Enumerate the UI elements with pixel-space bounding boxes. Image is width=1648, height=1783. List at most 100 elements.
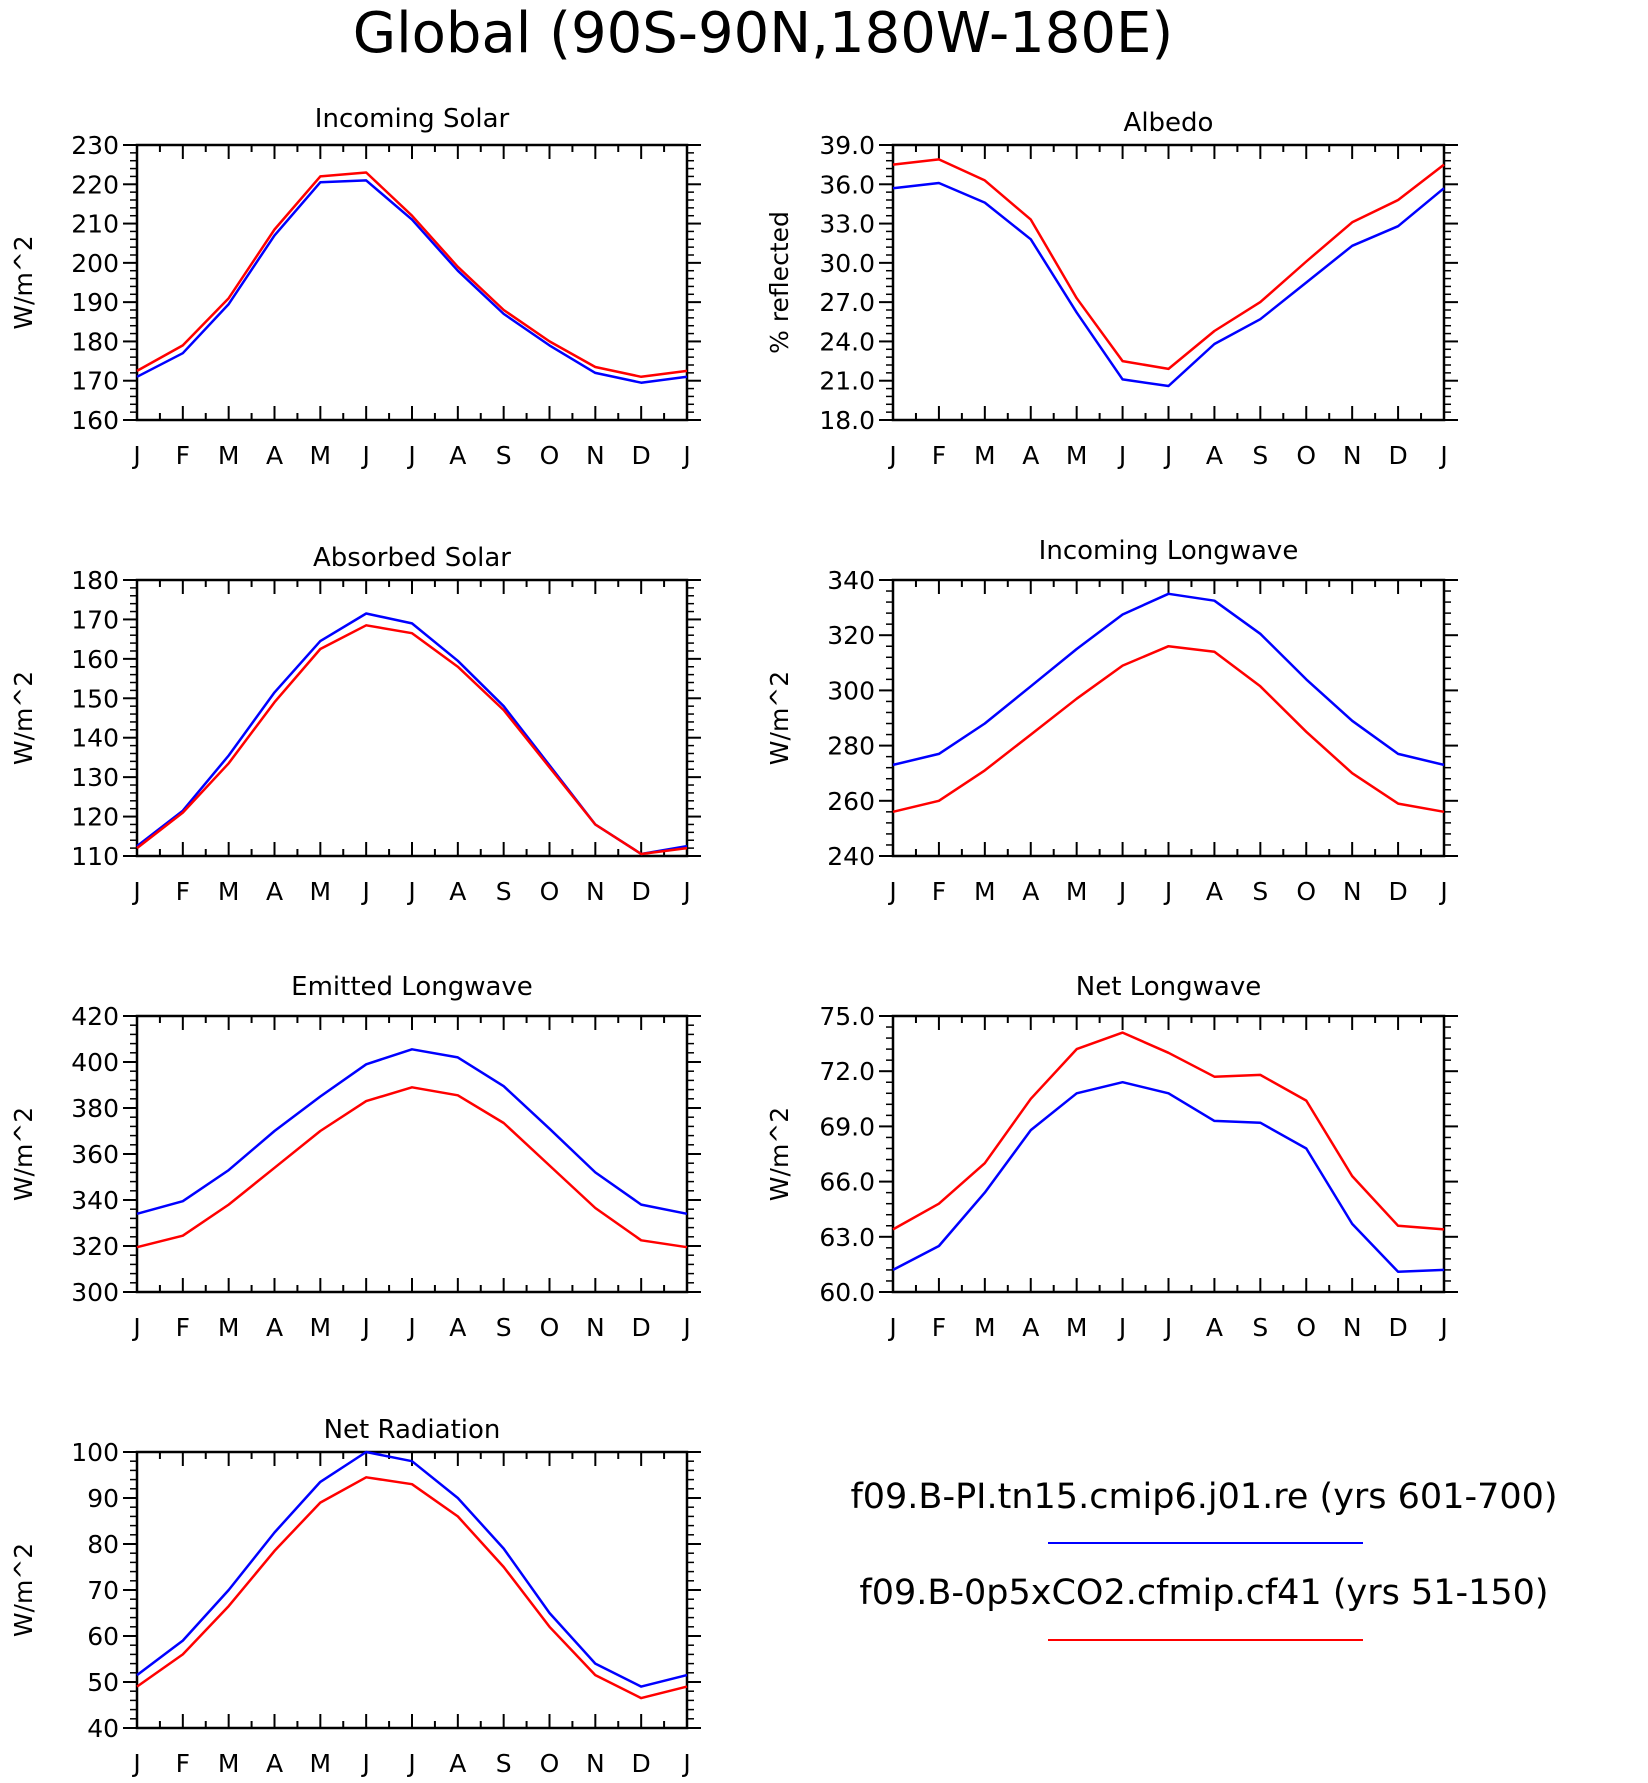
x-tick-label: N [586, 441, 605, 470]
y-tick-label: 260 [827, 787, 875, 816]
panel-title: Incoming Solar [315, 104, 510, 134]
x-tick-label: J [406, 1313, 415, 1342]
y-tick-label: 240 [827, 842, 875, 871]
x-tick-label: M [310, 441, 332, 470]
series-line-experiment [892, 1031, 1445, 1231]
x-tick-label: O [1296, 877, 1316, 906]
x-tick-label: N [1343, 877, 1362, 906]
y-tick-label: 280 [827, 732, 875, 761]
x-tick-label: M [218, 877, 240, 906]
x-tick-label: D [632, 1313, 651, 1342]
x-tick-label: M [218, 1749, 240, 1778]
y-tick-label: 380 [71, 1094, 119, 1123]
y-tick-label: 150 [71, 684, 119, 713]
x-tick-label: M [218, 1313, 240, 1342]
x-tick-label: J [681, 441, 690, 470]
x-tick-label: J [1117, 877, 1126, 906]
x-tick-label: O [1296, 1313, 1316, 1342]
y-tick-label: 24.0 [819, 327, 875, 356]
x-tick-label: F [932, 1313, 946, 1342]
y-tick-label: 30.0 [819, 249, 875, 278]
x-tick-label: A [266, 877, 283, 906]
x-tick-label: J [360, 877, 369, 906]
x-tick-label: J [887, 877, 896, 906]
y-tick-label: 170 [71, 367, 119, 396]
x-tick-label: A [449, 877, 466, 906]
x-tick-label: J [681, 877, 690, 906]
y-tick-label: 70 [87, 1576, 119, 1605]
x-tick-label: J [887, 1313, 896, 1342]
y-tick-label: 33.0 [819, 210, 875, 239]
x-tick-label: J [1438, 1313, 1447, 1342]
x-tick-label: J [406, 441, 415, 470]
y-tick-label: 220 [71, 170, 119, 199]
y-tick-label: 160 [71, 406, 119, 435]
x-tick-label: J [681, 1313, 690, 1342]
y-axis-label: % reflected [765, 211, 794, 354]
y-tick-label: 320 [71, 1232, 119, 1261]
plot-frame [135, 143, 689, 422]
x-tick-label: D [1388, 1313, 1407, 1342]
x-tick-label: N [586, 877, 605, 906]
x-tick-label: O [1296, 441, 1316, 470]
y-tick-label: 100 [71, 1438, 119, 1467]
y-axis-label: W/m^2 [9, 235, 38, 329]
x-tick-label: D [1388, 877, 1407, 906]
x-tick-label: F [932, 441, 946, 470]
y-tick-label: 300 [71, 1278, 119, 1307]
y-tick-label: 27.0 [819, 288, 875, 317]
y-tick-label: 110 [71, 842, 119, 871]
x-tick-label: A [266, 1749, 283, 1778]
x-tick-label: J [406, 1749, 415, 1778]
plot-frame [135, 1450, 689, 1730]
x-tick-label: J [1163, 1313, 1172, 1342]
series-line-experiment [136, 171, 688, 379]
y-tick-label: 75.0 [819, 1002, 875, 1031]
x-tick-label: A [266, 441, 283, 470]
x-tick-label: J [131, 1749, 140, 1778]
series-line-control [892, 592, 1445, 767]
x-tick-label: S [1252, 441, 1268, 470]
y-tick-label: 63.0 [819, 1223, 875, 1252]
x-tick-label: D [632, 441, 651, 470]
series-line-control [892, 1080, 1445, 1274]
panel-title: Emitted Longwave [291, 972, 533, 1002]
x-tick-label: M [310, 1313, 332, 1342]
x-tick-label: D [1388, 441, 1407, 470]
plot-frame [135, 578, 689, 858]
x-tick-label: S [496, 1749, 512, 1778]
y-tick-label: 120 [71, 803, 119, 832]
x-tick-label: J [131, 1313, 140, 1342]
x-tick-label: A [1022, 1313, 1039, 1342]
x-tick-label: N [586, 1749, 605, 1778]
y-tick-label: 190 [71, 288, 119, 317]
x-tick-label: S [1252, 1313, 1268, 1342]
chart-panel-3: J F M A M J J A S O N D J110120130140150160170180W/m… [9, 543, 701, 906]
series-line-experiment [892, 158, 1445, 371]
y-tick-label: 80 [87, 1530, 119, 1559]
x-tick-label: A [266, 1313, 283, 1342]
chart-panel-4: J F M A M J J A S O N D J240260280300320340W/m^2Inco… [765, 536, 1458, 906]
x-tick-label: J [131, 877, 140, 906]
y-tick-label: 170 [71, 605, 119, 634]
panel-title: Incoming Longwave [1039, 536, 1299, 566]
series-line-control [892, 181, 1445, 388]
x-tick-label: J [1163, 877, 1172, 906]
x-tick-label: A [1206, 441, 1223, 470]
plot-frame [891, 143, 1446, 422]
chart-panel-2: J F M A M J J A S O N D J18.021.024.027.030.033.036.… [765, 108, 1458, 470]
panel-title: Absorbed Solar [313, 543, 511, 573]
y-tick-label: 420 [71, 1002, 119, 1031]
series-line-experiment [136, 624, 688, 856]
y-tick-label: 72.0 [819, 1057, 875, 1086]
y-tick-label: 39.0 [819, 131, 875, 160]
x-tick-label: M [974, 441, 996, 470]
chart-panel-1: J F M A M J J A S O N D J160170180190200210220230W/m… [9, 104, 701, 470]
x-tick-label: J [360, 441, 369, 470]
series-line-control [136, 612, 688, 856]
x-tick-label: A [449, 441, 466, 470]
panel-title: Net Longwave [1076, 972, 1261, 1002]
x-tick-label: D [632, 877, 651, 906]
x-tick-label: S [496, 441, 512, 470]
y-tick-label: 90 [87, 1484, 119, 1513]
